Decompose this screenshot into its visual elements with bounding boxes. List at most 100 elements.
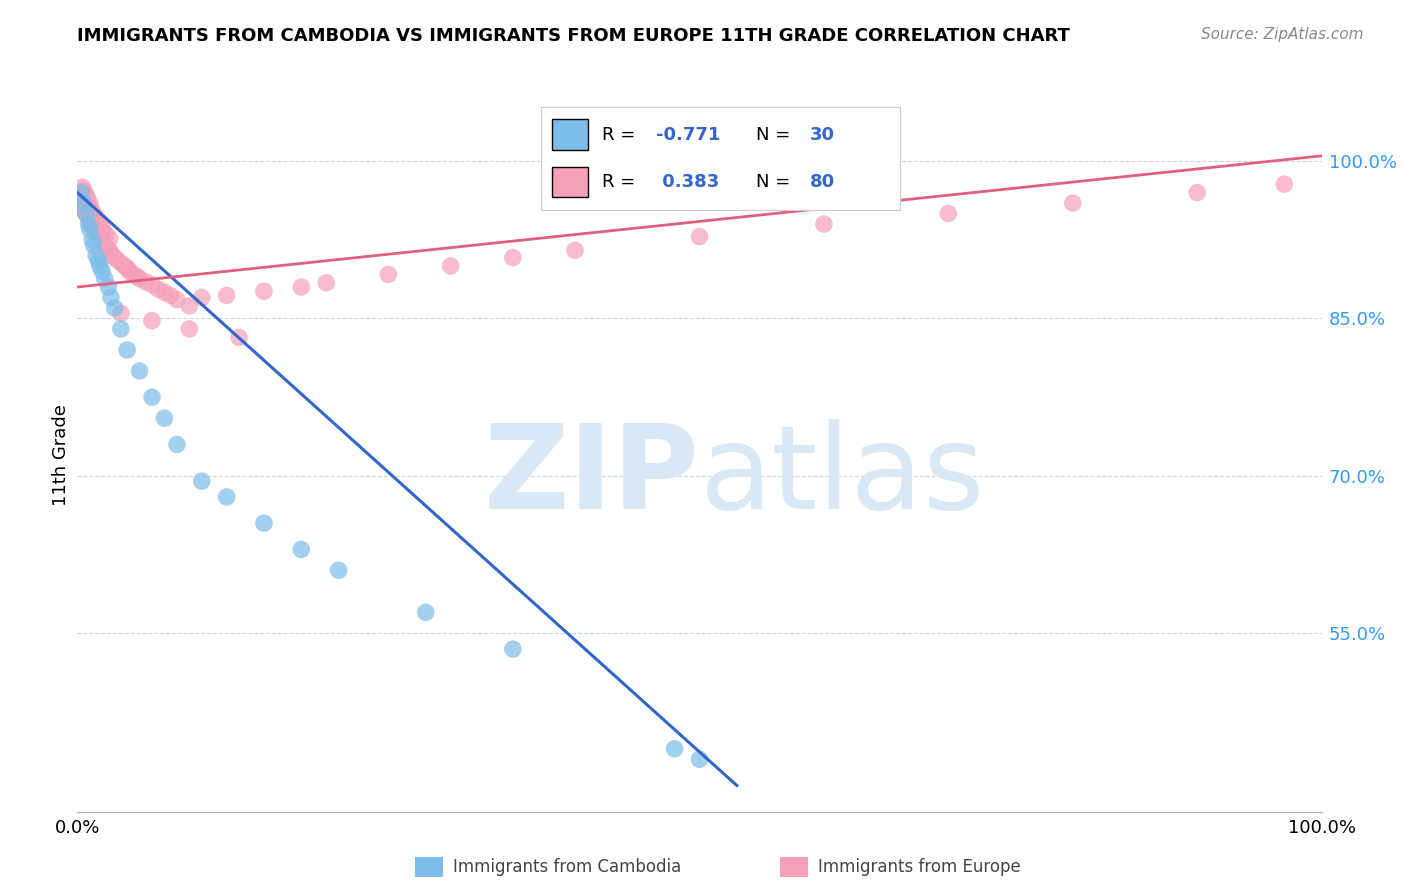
Point [72,187,94,202]
Point [76,209,98,223]
Point [191,474,214,488]
Point [502,642,524,657]
Point [83,221,105,235]
Point [73,191,96,205]
Point [82,233,104,247]
Point [141,277,163,292]
FancyBboxPatch shape [553,120,588,150]
Point [118,264,141,278]
Point [80,202,103,217]
Point [77,217,100,231]
Point [87,227,110,242]
Point [83,209,105,223]
Point [813,217,835,231]
Point [75,206,97,220]
Point [125,269,148,284]
Point [502,251,524,265]
Text: 80: 80 [810,173,835,191]
Point [253,516,276,530]
Point [91,234,114,248]
Point [315,276,337,290]
Point [564,244,586,258]
Point [1062,196,1084,211]
Point [76,196,98,211]
Text: ZIP: ZIP [484,419,700,533]
Point [76,191,98,205]
Point [93,238,115,252]
Point [100,245,122,260]
Point [377,268,399,282]
Point [253,284,276,298]
Point [159,288,181,302]
Text: R =: R = [602,126,641,144]
Point [128,364,150,378]
Point [148,282,170,296]
Text: N =: N = [756,173,796,191]
Point [104,301,127,315]
Point [1272,177,1295,191]
Point [98,232,121,246]
FancyBboxPatch shape [553,167,588,197]
Point [215,490,238,504]
Text: 0.383: 0.383 [657,173,720,191]
Point [191,291,214,305]
Point [141,390,163,404]
Point [110,322,132,336]
Point [166,437,188,451]
Point [153,285,176,300]
Point [141,313,163,327]
Y-axis label: 11th Grade: 11th Grade [52,404,70,506]
Text: Immigrants from Europe: Immigrants from Europe [818,858,1021,876]
Point [97,242,120,256]
Point [179,322,201,336]
Point [90,232,112,246]
Point [77,211,100,225]
Point [89,259,111,273]
Point [89,229,111,244]
Point [1187,186,1209,200]
Point [79,196,101,211]
Point [100,291,122,305]
Point [75,206,97,220]
Point [128,271,150,285]
Point [72,180,94,194]
Point [215,288,238,302]
Point [115,343,138,357]
Point [105,252,128,267]
Point [87,215,110,229]
Point [72,202,94,216]
Text: IMMIGRANTS FROM CAMBODIA VS IMMIGRANTS FROM EUROPE 11TH GRADE CORRELATION CHART: IMMIGRANTS FROM CAMBODIA VS IMMIGRANTS F… [77,27,1070,45]
Point [290,542,312,557]
Point [70,186,93,200]
Point [110,256,132,270]
Point [101,248,124,262]
Point [938,206,960,220]
Point [84,248,107,262]
Point [290,280,312,294]
Point [79,222,101,236]
Point [179,299,201,313]
Point [664,741,686,756]
Point [87,253,110,268]
Point [115,261,138,276]
Point [415,605,437,619]
Point [228,330,250,344]
Point [91,264,114,278]
Point [72,196,94,211]
Text: 30: 30 [810,126,835,144]
Point [97,280,120,294]
Point [90,219,112,234]
Point [72,186,94,200]
Point [79,212,101,227]
Point [94,227,117,242]
Point [110,306,132,320]
Point [70,196,93,211]
Point [83,238,105,252]
Text: N =: N = [756,126,796,144]
Point [84,223,107,237]
Text: atlas: atlas [700,419,984,533]
Point [122,268,145,282]
Point [80,215,103,229]
Point [84,211,107,225]
Point [75,193,97,207]
